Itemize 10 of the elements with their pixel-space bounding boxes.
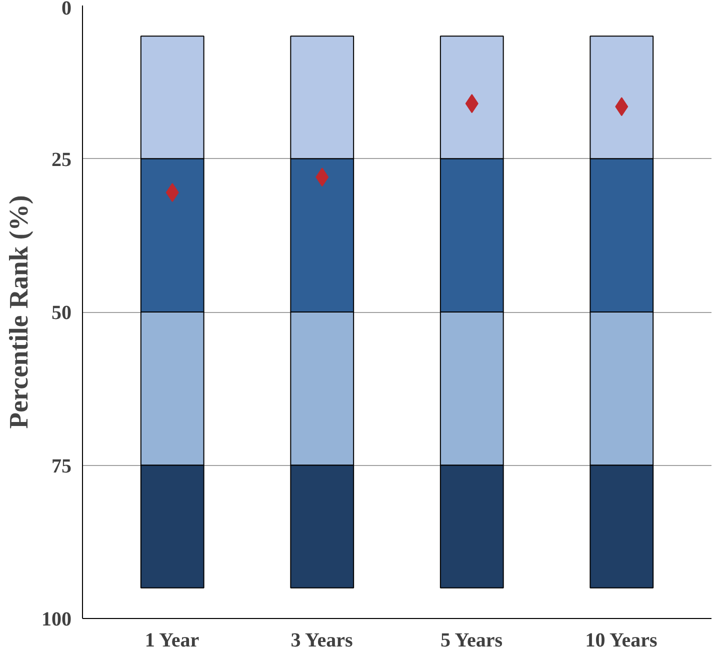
y-tick-label: 0 <box>62 0 72 20</box>
y-tick-label: 25 <box>52 148 72 171</box>
y-tick-label: 100 <box>42 608 72 630</box>
y-tick-label: 75 <box>52 455 72 478</box>
x-tick-label: 10 Years <box>585 630 658 652</box>
x-tick-label: 1 Year <box>144 630 200 652</box>
x-tick-label: 3 Years <box>290 630 353 652</box>
y-tick-label: 50 <box>52 302 72 324</box>
y-axis-title: Percentile Rank (%) <box>4 195 34 429</box>
x-tick-label: 5 Years <box>440 630 503 652</box>
